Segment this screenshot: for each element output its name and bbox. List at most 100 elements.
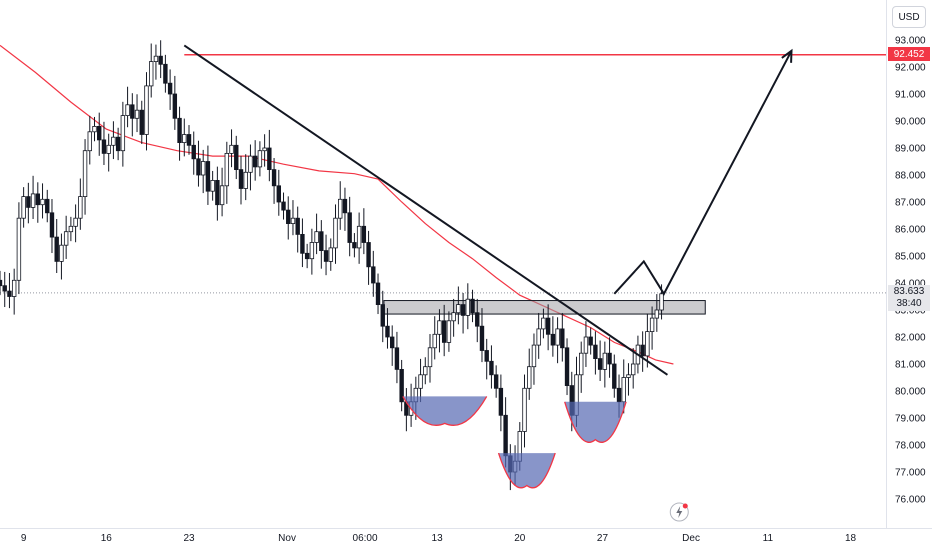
candle-body — [63, 231, 69, 246]
candle-body — [215, 179, 220, 206]
candle-body — [470, 298, 475, 314]
last-price-badge: 83.633 38:40 — [888, 285, 930, 311]
head-base — [498, 453, 556, 488]
y-tick-label: 76.000 — [895, 495, 926, 506]
candle-body — [338, 198, 343, 219]
candle-body — [616, 387, 622, 403]
candle-body — [139, 109, 144, 135]
candle-body — [92, 126, 97, 133]
candle-body — [286, 209, 291, 225]
candle-body — [503, 414, 508, 457]
y-tick-label: 82.000 — [895, 333, 926, 344]
candle-body — [101, 139, 107, 154]
descending-trendline — [183, 44, 669, 376]
candle-body — [7, 290, 12, 297]
candle-body — [385, 325, 390, 338]
candle-body — [87, 131, 92, 152]
moving-average-line — [0, 44, 674, 365]
candle-body — [545, 317, 551, 335]
left-shoulder-base — [402, 396, 487, 426]
candle-body — [191, 144, 196, 160]
candle-body — [45, 198, 50, 214]
candle-body — [418, 374, 423, 389]
candle-body — [182, 134, 187, 143]
candle-body — [177, 117, 182, 144]
candle-body — [35, 193, 41, 206]
x-tick-label: 13 — [432, 533, 444, 544]
candle-body — [68, 225, 74, 233]
candle-body — [290, 217, 296, 224]
candle-body — [314, 231, 319, 243]
candle-body — [205, 161, 211, 192]
candle-body — [460, 304, 466, 316]
candle-body — [224, 152, 230, 187]
x-tick-label: Dec — [682, 533, 700, 544]
candle-body — [527, 366, 532, 389]
right-shoulder-arc — [564, 401, 627, 443]
candle-body — [78, 196, 83, 219]
candle-body — [130, 104, 135, 119]
candle-body — [158, 55, 163, 65]
candle-body — [21, 196, 26, 219]
candle-body — [200, 161, 206, 176]
currency-label[interactable]: USD — [892, 6, 926, 28]
candle-body — [186, 134, 192, 146]
candle-body — [583, 336, 589, 354]
candle-body — [252, 155, 258, 168]
x-tick-label: 23 — [183, 533, 195, 544]
candle-body — [26, 196, 31, 208]
candle-body — [489, 360, 494, 376]
y-tick-label: 78.000 — [895, 441, 926, 452]
head-arc — [497, 452, 556, 489]
candle-body — [149, 61, 154, 87]
candle-body — [465, 298, 471, 316]
y-tick-label: 92.000 — [895, 63, 926, 74]
candle-body — [111, 136, 116, 146]
candle-body — [196, 158, 201, 176]
candle-body — [536, 328, 541, 346]
candle-body — [531, 344, 537, 368]
candle-body — [153, 55, 159, 63]
candle-body — [399, 368, 404, 403]
candle-body — [649, 317, 655, 333]
candle-body — [626, 374, 631, 378]
candle-body — [356, 225, 362, 249]
candle-body — [54, 236, 59, 262]
last-price-value: 83.633 — [893, 286, 925, 297]
x-tick-label: 16 — [101, 533, 113, 544]
candle-body — [262, 147, 267, 152]
candle-body — [493, 374, 499, 389]
candle-body — [607, 352, 612, 365]
candle-body — [612, 363, 617, 389]
candle-body — [125, 104, 130, 117]
candle-body — [597, 358, 603, 370]
x-tick-label: 20 — [514, 533, 526, 544]
y-tick-label: 77.000 — [895, 468, 926, 479]
candle-body — [271, 169, 277, 187]
candle-body — [560, 328, 565, 349]
candle-body — [564, 347, 570, 386]
candle-body — [479, 325, 485, 351]
candle-body — [522, 387, 527, 432]
candle-body — [498, 387, 504, 416]
y-tick-label: 86.000 — [895, 225, 926, 236]
candle-body — [210, 179, 215, 192]
candle-body — [248, 155, 253, 173]
candle-body — [602, 352, 608, 370]
x-tick-label: 11 — [763, 533, 774, 544]
candle-body — [659, 293, 664, 311]
candle-body — [144, 85, 149, 135]
lightning-alert-dot — [682, 503, 688, 509]
y-tick-label: 90.000 — [895, 117, 926, 128]
candle-body — [120, 115, 126, 152]
candle-body — [394, 347, 400, 370]
x-tick-label: Nov — [278, 533, 296, 544]
candle-body — [243, 171, 248, 189]
y-tick-label: 84.000 — [895, 279, 926, 290]
candle-body — [267, 147, 272, 171]
candle-body — [423, 366, 428, 376]
candle-body — [484, 350, 489, 362]
y-tick-label: 81.000 — [895, 360, 926, 371]
candle-body — [366, 242, 371, 268]
